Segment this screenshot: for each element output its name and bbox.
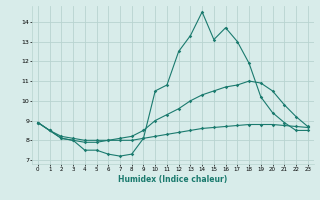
X-axis label: Humidex (Indice chaleur): Humidex (Indice chaleur) bbox=[118, 175, 228, 184]
